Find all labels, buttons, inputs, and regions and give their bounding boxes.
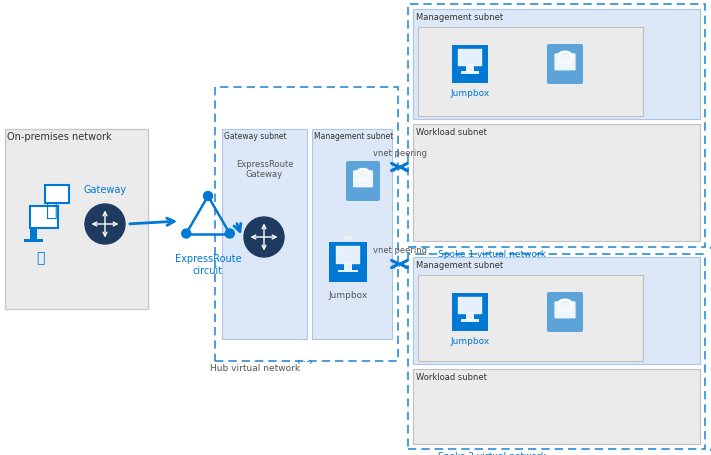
Bar xyxy=(413,369,700,444)
Bar xyxy=(336,246,360,264)
Bar xyxy=(5,130,148,309)
FancyBboxPatch shape xyxy=(353,171,373,188)
Text: Spoke 2 virtual network: Spoke 2 virtual network xyxy=(438,451,546,455)
Bar xyxy=(466,66,474,72)
Bar xyxy=(215,88,398,361)
FancyBboxPatch shape xyxy=(547,45,583,85)
Text: NSG: NSG xyxy=(557,307,572,312)
Text: NSG: NSG xyxy=(557,60,572,65)
Text: Hub virtual network: Hub virtual network xyxy=(210,363,300,372)
Text: 🖥: 🖥 xyxy=(36,250,44,264)
Circle shape xyxy=(85,205,125,244)
Bar xyxy=(338,270,358,273)
Bar xyxy=(413,258,700,364)
FancyBboxPatch shape xyxy=(547,293,583,332)
Text: VM: VM xyxy=(343,236,353,241)
Text: Gateway: Gateway xyxy=(83,185,127,195)
Circle shape xyxy=(203,192,213,201)
Text: vnet peering: vnet peering xyxy=(373,245,427,254)
Bar xyxy=(466,314,474,320)
Bar xyxy=(45,186,69,203)
Bar xyxy=(413,10,700,120)
Text: Gateway subnet: Gateway subnet xyxy=(224,131,287,141)
Text: ‹···›: ‹···› xyxy=(708,243,711,253)
Circle shape xyxy=(225,229,234,238)
Bar xyxy=(452,46,488,84)
Bar xyxy=(344,264,352,271)
Bar xyxy=(459,297,481,314)
Bar xyxy=(452,293,488,331)
Text: NSG: NSG xyxy=(356,176,370,181)
FancyBboxPatch shape xyxy=(555,302,576,318)
Text: ExpressRoute
Gateway: ExpressRoute Gateway xyxy=(236,160,293,179)
Text: Workload subnet: Workload subnet xyxy=(416,372,487,381)
Bar xyxy=(413,125,700,242)
Text: vnet peering: vnet peering xyxy=(373,149,427,157)
Bar xyxy=(30,207,58,228)
Bar xyxy=(24,239,43,243)
FancyBboxPatch shape xyxy=(346,162,380,202)
Bar xyxy=(408,254,705,449)
Bar xyxy=(30,228,37,239)
Text: Management subnet: Management subnet xyxy=(314,131,393,141)
Text: Management subnet: Management subnet xyxy=(416,13,503,22)
Text: Jumpbox: Jumpbox xyxy=(450,89,490,98)
Bar xyxy=(459,50,481,66)
Text: Management subnet: Management subnet xyxy=(416,260,503,269)
Bar xyxy=(312,130,392,339)
Bar xyxy=(461,72,479,75)
Text: ⬛: ⬛ xyxy=(467,62,473,72)
Text: 🖥: 🖥 xyxy=(46,200,58,219)
Circle shape xyxy=(182,229,191,238)
Text: ‹···›: ‹···› xyxy=(392,165,408,175)
Text: Workload subnet: Workload subnet xyxy=(416,128,487,136)
Text: ‹···›: ‹···› xyxy=(296,356,314,366)
Text: ‹···›: ‹···› xyxy=(708,444,711,454)
Circle shape xyxy=(244,217,284,258)
Text: ExpressRoute
circuit: ExpressRoute circuit xyxy=(175,253,241,275)
Bar xyxy=(418,275,643,361)
FancyBboxPatch shape xyxy=(555,54,576,71)
Bar xyxy=(461,319,479,322)
Text: Jumpbox: Jumpbox xyxy=(328,290,368,299)
Text: On-premises network: On-premises network xyxy=(7,131,112,142)
Text: ⬛: ⬛ xyxy=(345,259,351,269)
Bar xyxy=(408,5,705,248)
Text: ‹···›: ‹···› xyxy=(392,262,408,271)
Text: ⬛: ⬛ xyxy=(467,309,473,319)
Bar xyxy=(329,243,367,283)
Text: Spoke 1 virtual network: Spoke 1 virtual network xyxy=(438,249,546,258)
Bar xyxy=(222,130,307,339)
Bar xyxy=(418,28,643,117)
Text: Jumpbox: Jumpbox xyxy=(450,336,490,345)
